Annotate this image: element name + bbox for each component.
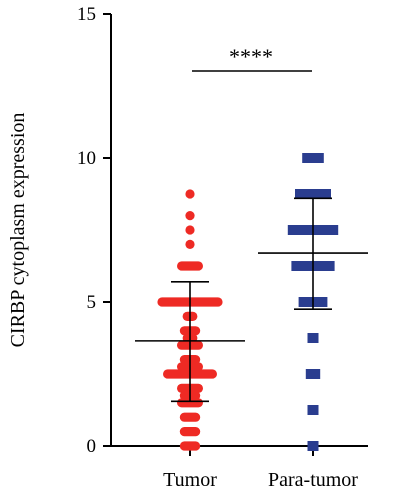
tumor-point [177,261,203,271]
y-ticks: 0 5 10 15 [77,4,111,457]
para-tumor-point [307,441,319,451]
y-axis-title: CIRBP cytoplasm expression [7,113,29,348]
y-tick-label: 5 [87,292,97,313]
x-categories: Tumor Para-tumor [163,446,358,491]
tumor-point [185,225,195,235]
para-tumor-point [307,333,319,343]
y-tick-label: 0 [87,436,97,457]
tumor-point [185,239,195,249]
para-tumor-point [295,189,331,199]
y-tick-label: 10 [77,148,96,169]
para-tumor-point [305,369,321,379]
tumor-point [179,412,201,422]
tumor-point [179,427,201,437]
significance-label: **** [229,44,273,69]
tumor-point [179,441,201,451]
x-category-label: Tumor [163,469,217,491]
x-category-label: Para-tumor [268,469,358,491]
tumor-point [185,211,195,221]
tumor-point [177,398,203,408]
y-tick-label: 15 [77,4,96,25]
mean-sd-lines [135,197,368,403]
para-tumor-point [307,405,319,415]
para-tumor-point [302,153,324,163]
tumor-point [185,189,195,199]
